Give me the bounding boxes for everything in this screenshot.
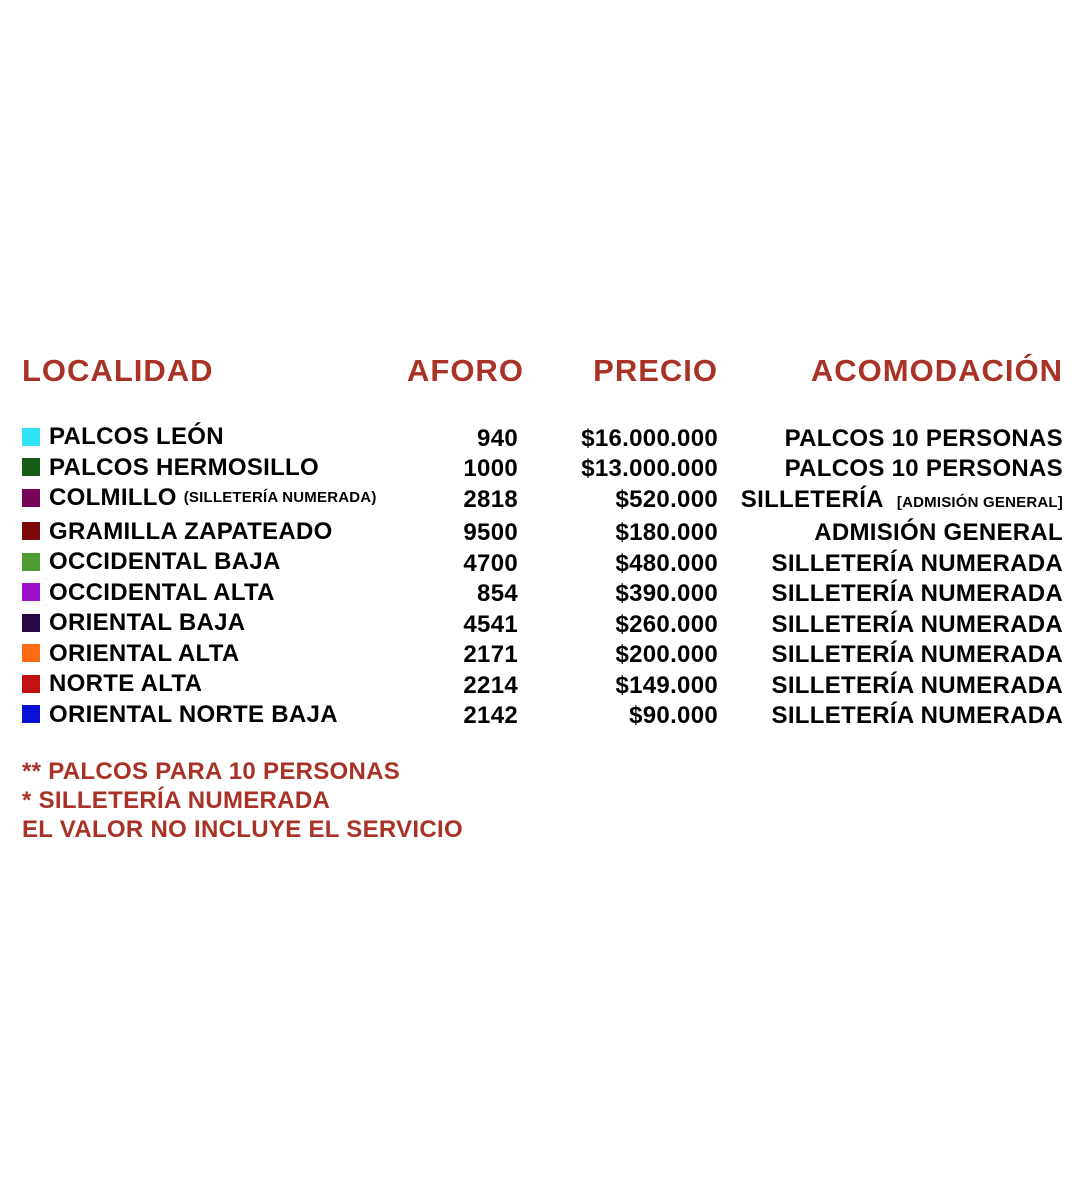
table-row: COLMILLO (SILLETERÍA NUMERADA) 2818 $520… (22, 483, 1063, 517)
footnotes: ** PALCOS PARA 10 PERSONAS * SILLETERÍA … (22, 757, 1063, 844)
aforo-value: 940 (477, 424, 518, 452)
column-header-acomodacion: ACOMODACIÓN (810, 353, 1063, 388)
acomodacion-label: SILLETERÍA NUMERADA (771, 671, 1063, 699)
localidad-label: COLMILLO (49, 484, 177, 511)
acomodacion-cell: SILLETERÍA NUMERADA (718, 579, 1063, 608)
aforo-value: 9500 (463, 519, 518, 546)
precio-value: $180.000 (615, 519, 718, 546)
localidad-label: ORIENTAL NORTE BAJA (49, 700, 338, 728)
acomodacion-label: SILLETERÍA NUMERADA (771, 641, 1063, 668)
acomodacion-label: ADMISIÓN GENERAL (814, 519, 1063, 546)
localidad-label: GRAMILLA ZAPATEADO (49, 517, 333, 545)
acomodacion-label: SILLETERÍA NUMERADA (771, 549, 1063, 577)
row-color-swatch (22, 705, 40, 723)
acomodacion-cell: SILLETERÍA NUMERADA (718, 610, 1063, 639)
acomodacion-cell: SILLETERÍA NUMERADA (718, 549, 1063, 578)
acomodacion-cell: PALCOS 10 PERSONAS (718, 454, 1063, 483)
aforo-value: 2171 (463, 641, 518, 668)
acomodacion-cell: ADMISIÓN GENERAL (718, 518, 1063, 547)
localidad-cell: OCCIDENTAL ALTA (22, 578, 407, 607)
row-color-swatch (22, 522, 40, 540)
row-color-swatch (22, 674, 40, 693)
localidad-label: OCCIDENTAL ALTA (49, 578, 275, 606)
aforo-value: 4541 (463, 610, 518, 638)
aforo-value: 4700 (463, 549, 518, 577)
acomodacion-cell: SILLETERÍA [ADMISIÓN GENERAL] (718, 485, 1063, 517)
column-header-localidad: LOCALIDAD (22, 353, 214, 388)
table-row: OCCIDENTAL ALTA 854 $390.000 SILLETERÍA … (22, 578, 1063, 609)
aforo-value: 854 (477, 580, 518, 607)
precio-value: $13.000.000 (581, 455, 718, 482)
row-color-swatch (22, 552, 40, 571)
localidad-cell: COLMILLO (SILLETERÍA NUMERADA) (22, 483, 407, 512)
acomodacion-label: SILLETERÍA NUMERADA (771, 610, 1063, 638)
row-color-swatch (22, 644, 40, 662)
acomodacion-label: PALCOS 10 PERSONAS (784, 424, 1063, 452)
table-row: NORTE ALTA 2214 $149.000 SILLETERÍA NUME… (22, 669, 1063, 700)
table-row: OCCIDENTAL BAJA 4700 $480.000 SILLETERÍA… (22, 547, 1063, 578)
table-content: LOCALIDAD AFORO PRECIO ACOMODACIÓN PALCO… (22, 352, 1063, 844)
localidad-label: NORTE ALTA (49, 670, 203, 697)
column-header-aforo: AFORO (407, 353, 524, 388)
aforo-value: 2818 (463, 485, 518, 513)
column-header-precio: PRECIO (593, 353, 718, 388)
precio-value: $260.000 (615, 610, 718, 638)
localidad-cell: GRAMILLA ZAPATEADO (22, 517, 407, 546)
localidad-sublabel: (SILLETERÍA NUMERADA) (183, 489, 377, 506)
localidad-label: ORIENTAL BAJA (49, 609, 246, 636)
row-color-swatch (22, 488, 40, 507)
acomodacion-label: SILLETERÍA (740, 485, 883, 513)
acomodacion-sublabel: [ADMISIÓN GENERAL] (896, 493, 1063, 511)
localidad-cell: NORTE ALTA (22, 669, 407, 698)
precio-value: $200.000 (615, 641, 718, 668)
table-row: PALCOS HERMOSILLO 1000 $13.000.000 PALCO… (22, 453, 1063, 484)
table-header-row: LOCALIDAD AFORO PRECIO ACOMODACIÓN (22, 352, 1063, 390)
acomodacion-cell: SILLETERÍA NUMERADA (718, 671, 1063, 700)
row-color-swatch (22, 583, 40, 601)
acomodacion-label: SILLETERÍA NUMERADA (771, 580, 1063, 607)
localidad-label: PALCOS HERMOSILLO (49, 453, 319, 481)
precio-value: $16.000.000 (581, 424, 718, 452)
table-row: ORIENTAL BAJA 4541 $260.000 SILLETERÍA N… (22, 608, 1063, 639)
localidad-label: OCCIDENTAL BAJA (49, 548, 281, 575)
localidad-cell: PALCOS HERMOSILLO (22, 453, 407, 482)
table-row: ORIENTAL ALTA 2171 $200.000 SILLETERÍA N… (22, 639, 1063, 670)
acomodacion-label: SILLETERÍA NUMERADA (771, 702, 1063, 729)
table-row: PALCOS LEÓN 940 $16.000.000 PALCOS 10 PE… (22, 422, 1063, 453)
acomodacion-cell: SILLETERÍA NUMERADA (718, 701, 1063, 730)
localidad-cell: PALCOS LEÓN (22, 422, 407, 451)
footnote-line: * SILLETERÍA NUMERADA (22, 787, 331, 814)
localidad-cell: ORIENTAL ALTA (22, 639, 407, 668)
precio-value: $480.000 (615, 549, 718, 577)
precio-value: $390.000 (615, 580, 718, 607)
acomodacion-label: PALCOS 10 PERSONAS (784, 455, 1063, 482)
row-color-swatch (22, 427, 40, 446)
precio-value: $90.000 (629, 702, 718, 729)
table-row: GRAMILLA ZAPATEADO 9500 $180.000 ADMISIÓ… (22, 517, 1063, 548)
aforo-value: 1000 (463, 455, 518, 482)
acomodacion-cell: SILLETERÍA NUMERADA (718, 640, 1063, 669)
row-color-swatch (22, 458, 40, 476)
localidad-cell: ORIENTAL BAJA (22, 608, 407, 637)
row-color-swatch (22, 613, 40, 632)
table-body: PALCOS LEÓN 940 $16.000.000 PALCOS 10 PE… (22, 422, 1063, 730)
aforo-value: 2214 (463, 671, 518, 699)
localidad-cell: ORIENTAL NORTE BAJA (22, 700, 407, 729)
localidad-cell: OCCIDENTAL BAJA (22, 547, 407, 576)
precio-value: $520.000 (615, 485, 718, 513)
footnote-line: EL VALOR NO INCLUYE EL SERVICIO (22, 816, 463, 843)
aforo-value: 2142 (463, 702, 518, 729)
table-row: ORIENTAL NORTE BAJA 2142 $90.000 SILLETE… (22, 700, 1063, 731)
localidad-label: ORIENTAL ALTA (49, 639, 240, 667)
acomodacion-cell: PALCOS 10 PERSONAS (718, 424, 1063, 453)
precio-value: $149.000 (615, 671, 718, 699)
footnote-line: ** PALCOS PARA 10 PERSONAS (22, 758, 401, 785)
localidad-label: PALCOS LEÓN (49, 423, 224, 450)
